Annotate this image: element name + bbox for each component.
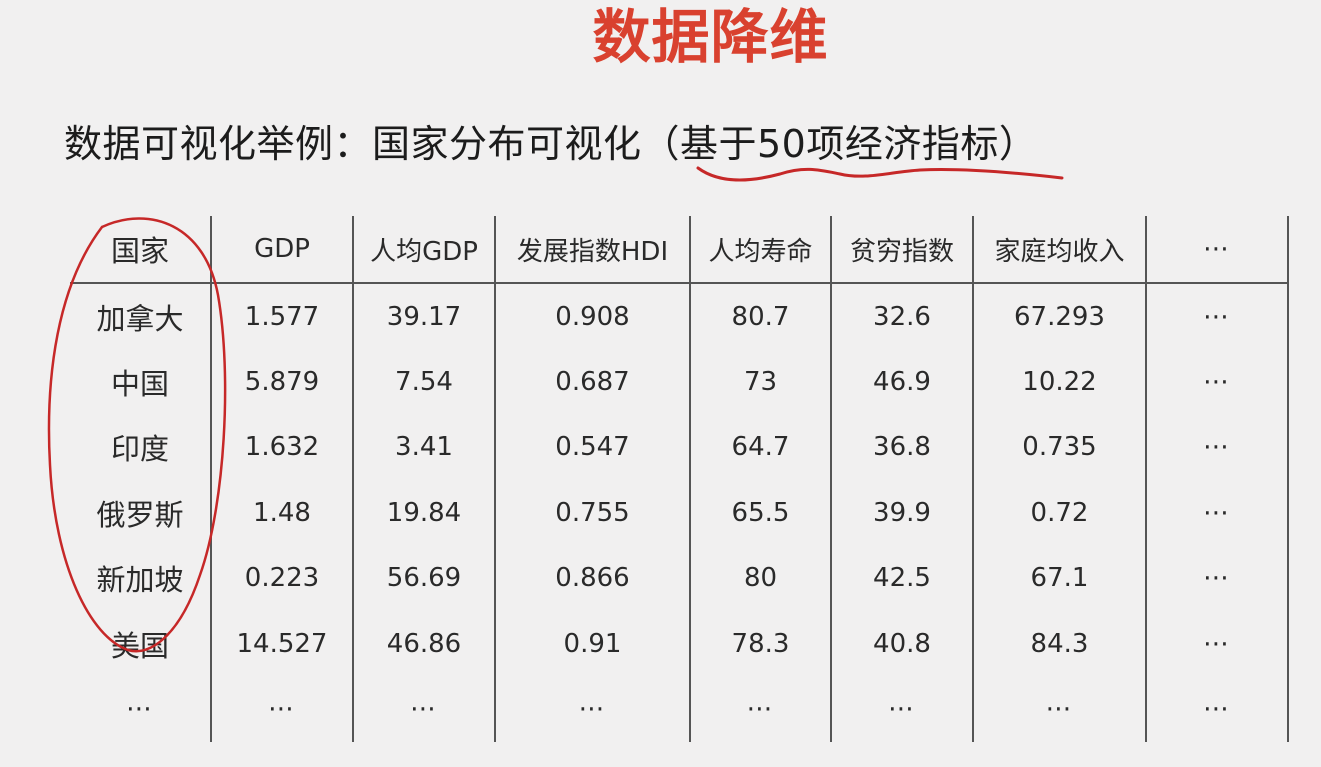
header-life-expectancy: 人均寿命	[690, 216, 832, 284]
cell-country: 印度	[70, 414, 212, 481]
header-poverty-index: 贫穷指数	[831, 216, 974, 284]
table-cell: 0.866	[495, 545, 691, 611]
table-row: 新加坡 0.223 56.69 0.866 80 42.5 67.1 ⋯	[70, 545, 1289, 611]
header-hdi: 发展指数HDI	[495, 216, 691, 284]
table-cell: 0.687	[495, 349, 691, 415]
table-cell: 42.5	[831, 545, 974, 611]
header-more: ⋯	[1146, 216, 1289, 284]
table-cell: 40.8	[831, 610, 974, 677]
table-cell: 46.86	[353, 610, 496, 677]
table-cell: 0.547	[495, 414, 691, 481]
table-cell: ⋯	[495, 676, 691, 742]
table-cell: ⋯	[690, 676, 832, 742]
table-row: 美国 14.527 46.86 0.91 78.3 40.8 84.3 ⋯	[70, 610, 1289, 677]
cell-country: 美国	[70, 610, 212, 677]
table-cell: 67.293	[973, 283, 1147, 350]
table-cell: ⋯	[353, 676, 496, 742]
table-cell: 80.7	[690, 283, 832, 350]
table-cell: 0.755	[495, 480, 691, 546]
table-cell: 19.84	[353, 480, 496, 546]
table-cell: 10.22	[973, 349, 1147, 415]
table-cell: 0.735	[973, 414, 1147, 481]
table-header-row: 国家 GDP 人均GDP 发展指数HDI 人均寿命 贫穷指数 家庭均收入 ⋯	[70, 216, 1289, 284]
table-row: 中国 5.879 7.54 0.687 73 46.9 10.22 ⋯	[70, 349, 1289, 415]
table-cell: 0.908	[495, 283, 691, 350]
header-gdp: GDP	[211, 216, 354, 284]
table-row: 印度 1.632 3.41 0.547 64.7 36.8 0.735 ⋯	[70, 414, 1289, 481]
table-cell: ⋯	[1146, 283, 1289, 350]
table-cell: 73	[690, 349, 832, 415]
table-cell: 36.8	[831, 414, 974, 481]
cell-country: 新加坡	[70, 545, 212, 611]
table-cell: 0.72	[973, 480, 1147, 546]
table-cell: 67.1	[973, 545, 1147, 611]
table-cell: 3.41	[353, 414, 496, 481]
table-cell: 0.223	[211, 545, 354, 611]
table-cell: ⋯	[973, 676, 1147, 742]
table-cell: 80	[690, 545, 832, 611]
table-cell: 7.54	[353, 349, 496, 415]
table-cell: 84.3	[973, 610, 1147, 677]
table-cell: 1.48	[211, 480, 354, 546]
table-cell: ⋯	[1146, 480, 1289, 546]
table-cell: 78.3	[690, 610, 832, 677]
table-cell: 1.632	[211, 414, 354, 481]
table-cell: 56.69	[353, 545, 496, 611]
table-cell: 64.7	[690, 414, 832, 481]
cell-country: 俄罗斯	[70, 480, 212, 546]
header-gdp-per-capita: 人均GDP	[353, 216, 496, 284]
table-cell: 32.6	[831, 283, 974, 350]
cell-country: 中国	[70, 349, 212, 415]
cell-country: ⋯	[70, 676, 212, 742]
table-cell: ⋯	[1146, 545, 1289, 611]
economic-indicators-table: 国家 GDP 人均GDP 发展指数HDI 人均寿命 贫穷指数 家庭均收入 ⋯ 加…	[70, 216, 1289, 742]
header-country: 国家	[70, 216, 212, 284]
table-row: 加拿大 1.577 39.17 0.908 80.7 32.6 67.293 ⋯	[70, 283, 1289, 350]
handwritten-underline	[696, 166, 1064, 182]
table-row: ⋯ ⋯ ⋯ ⋯ ⋯ ⋯ ⋯ ⋯	[70, 676, 1289, 742]
table-cell: 5.879	[211, 349, 354, 415]
table-cell: 39.17	[353, 283, 496, 350]
table-cell: ⋯	[831, 676, 974, 742]
slide-subtitle: 数据可视化举例：国家分布可视化（基于50项经济指标）	[64, 122, 1038, 166]
table-cell: ⋯	[1146, 610, 1289, 677]
table-cell: 1.577	[211, 283, 354, 350]
table-cell: ⋯	[1146, 349, 1289, 415]
table-cell: ⋯	[1146, 414, 1289, 481]
table-cell: 46.9	[831, 349, 974, 415]
table-cell: ⋯	[1146, 676, 1289, 742]
table-cell: ⋯	[211, 676, 354, 742]
table-cell: 0.91	[495, 610, 691, 677]
slide-title: 数据降维	[592, 3, 829, 71]
table-row: 俄罗斯 1.48 19.84 0.755 65.5 39.9 0.72 ⋯	[70, 480, 1289, 546]
table-cell: 65.5	[690, 480, 832, 546]
header-household-income: 家庭均收入	[973, 216, 1147, 284]
table-cell: 39.9	[831, 480, 974, 546]
table-cell: 14.527	[211, 610, 354, 677]
cell-country: 加拿大	[70, 283, 212, 350]
